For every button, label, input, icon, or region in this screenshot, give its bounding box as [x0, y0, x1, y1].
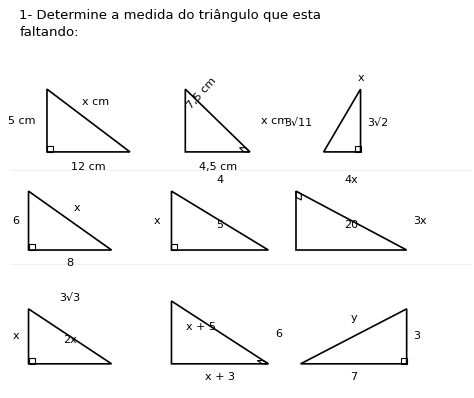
Text: 3x: 3x: [414, 216, 427, 226]
Text: 5: 5: [217, 220, 223, 230]
Text: 4: 4: [216, 175, 223, 185]
Text: 6: 6: [12, 216, 19, 226]
Text: 20: 20: [344, 220, 358, 230]
Text: x + 3: x + 3: [205, 372, 235, 382]
Text: x: x: [73, 203, 80, 213]
Text: 3: 3: [414, 332, 420, 341]
Text: x cm: x cm: [261, 115, 289, 125]
Text: x + 5: x + 5: [186, 322, 217, 332]
Text: x: x: [153, 216, 160, 226]
Text: 8: 8: [66, 258, 73, 268]
Text: x: x: [358, 73, 365, 83]
Text: 4x: 4x: [345, 175, 358, 185]
Text: x: x: [13, 332, 19, 341]
Text: 4,5 cm: 4,5 cm: [200, 162, 237, 172]
Text: 3√3: 3√3: [59, 293, 81, 303]
Text: x cm: x cm: [82, 97, 109, 107]
Text: 12 cm: 12 cm: [71, 162, 106, 172]
Text: 6: 6: [275, 330, 282, 339]
Text: 3√11: 3√11: [284, 117, 312, 127]
Text: 3√2: 3√2: [367, 117, 389, 127]
Text: 5 cm: 5 cm: [8, 115, 36, 125]
Text: y: y: [350, 312, 357, 323]
Text: 7: 7: [350, 372, 357, 382]
Text: 2x: 2x: [63, 335, 77, 345]
Text: 1- Determine a medida do triângulo que esta
faltando:: 1- Determine a medida do triângulo que e…: [19, 9, 321, 39]
Text: 7,5 cm: 7,5 cm: [185, 76, 218, 111]
